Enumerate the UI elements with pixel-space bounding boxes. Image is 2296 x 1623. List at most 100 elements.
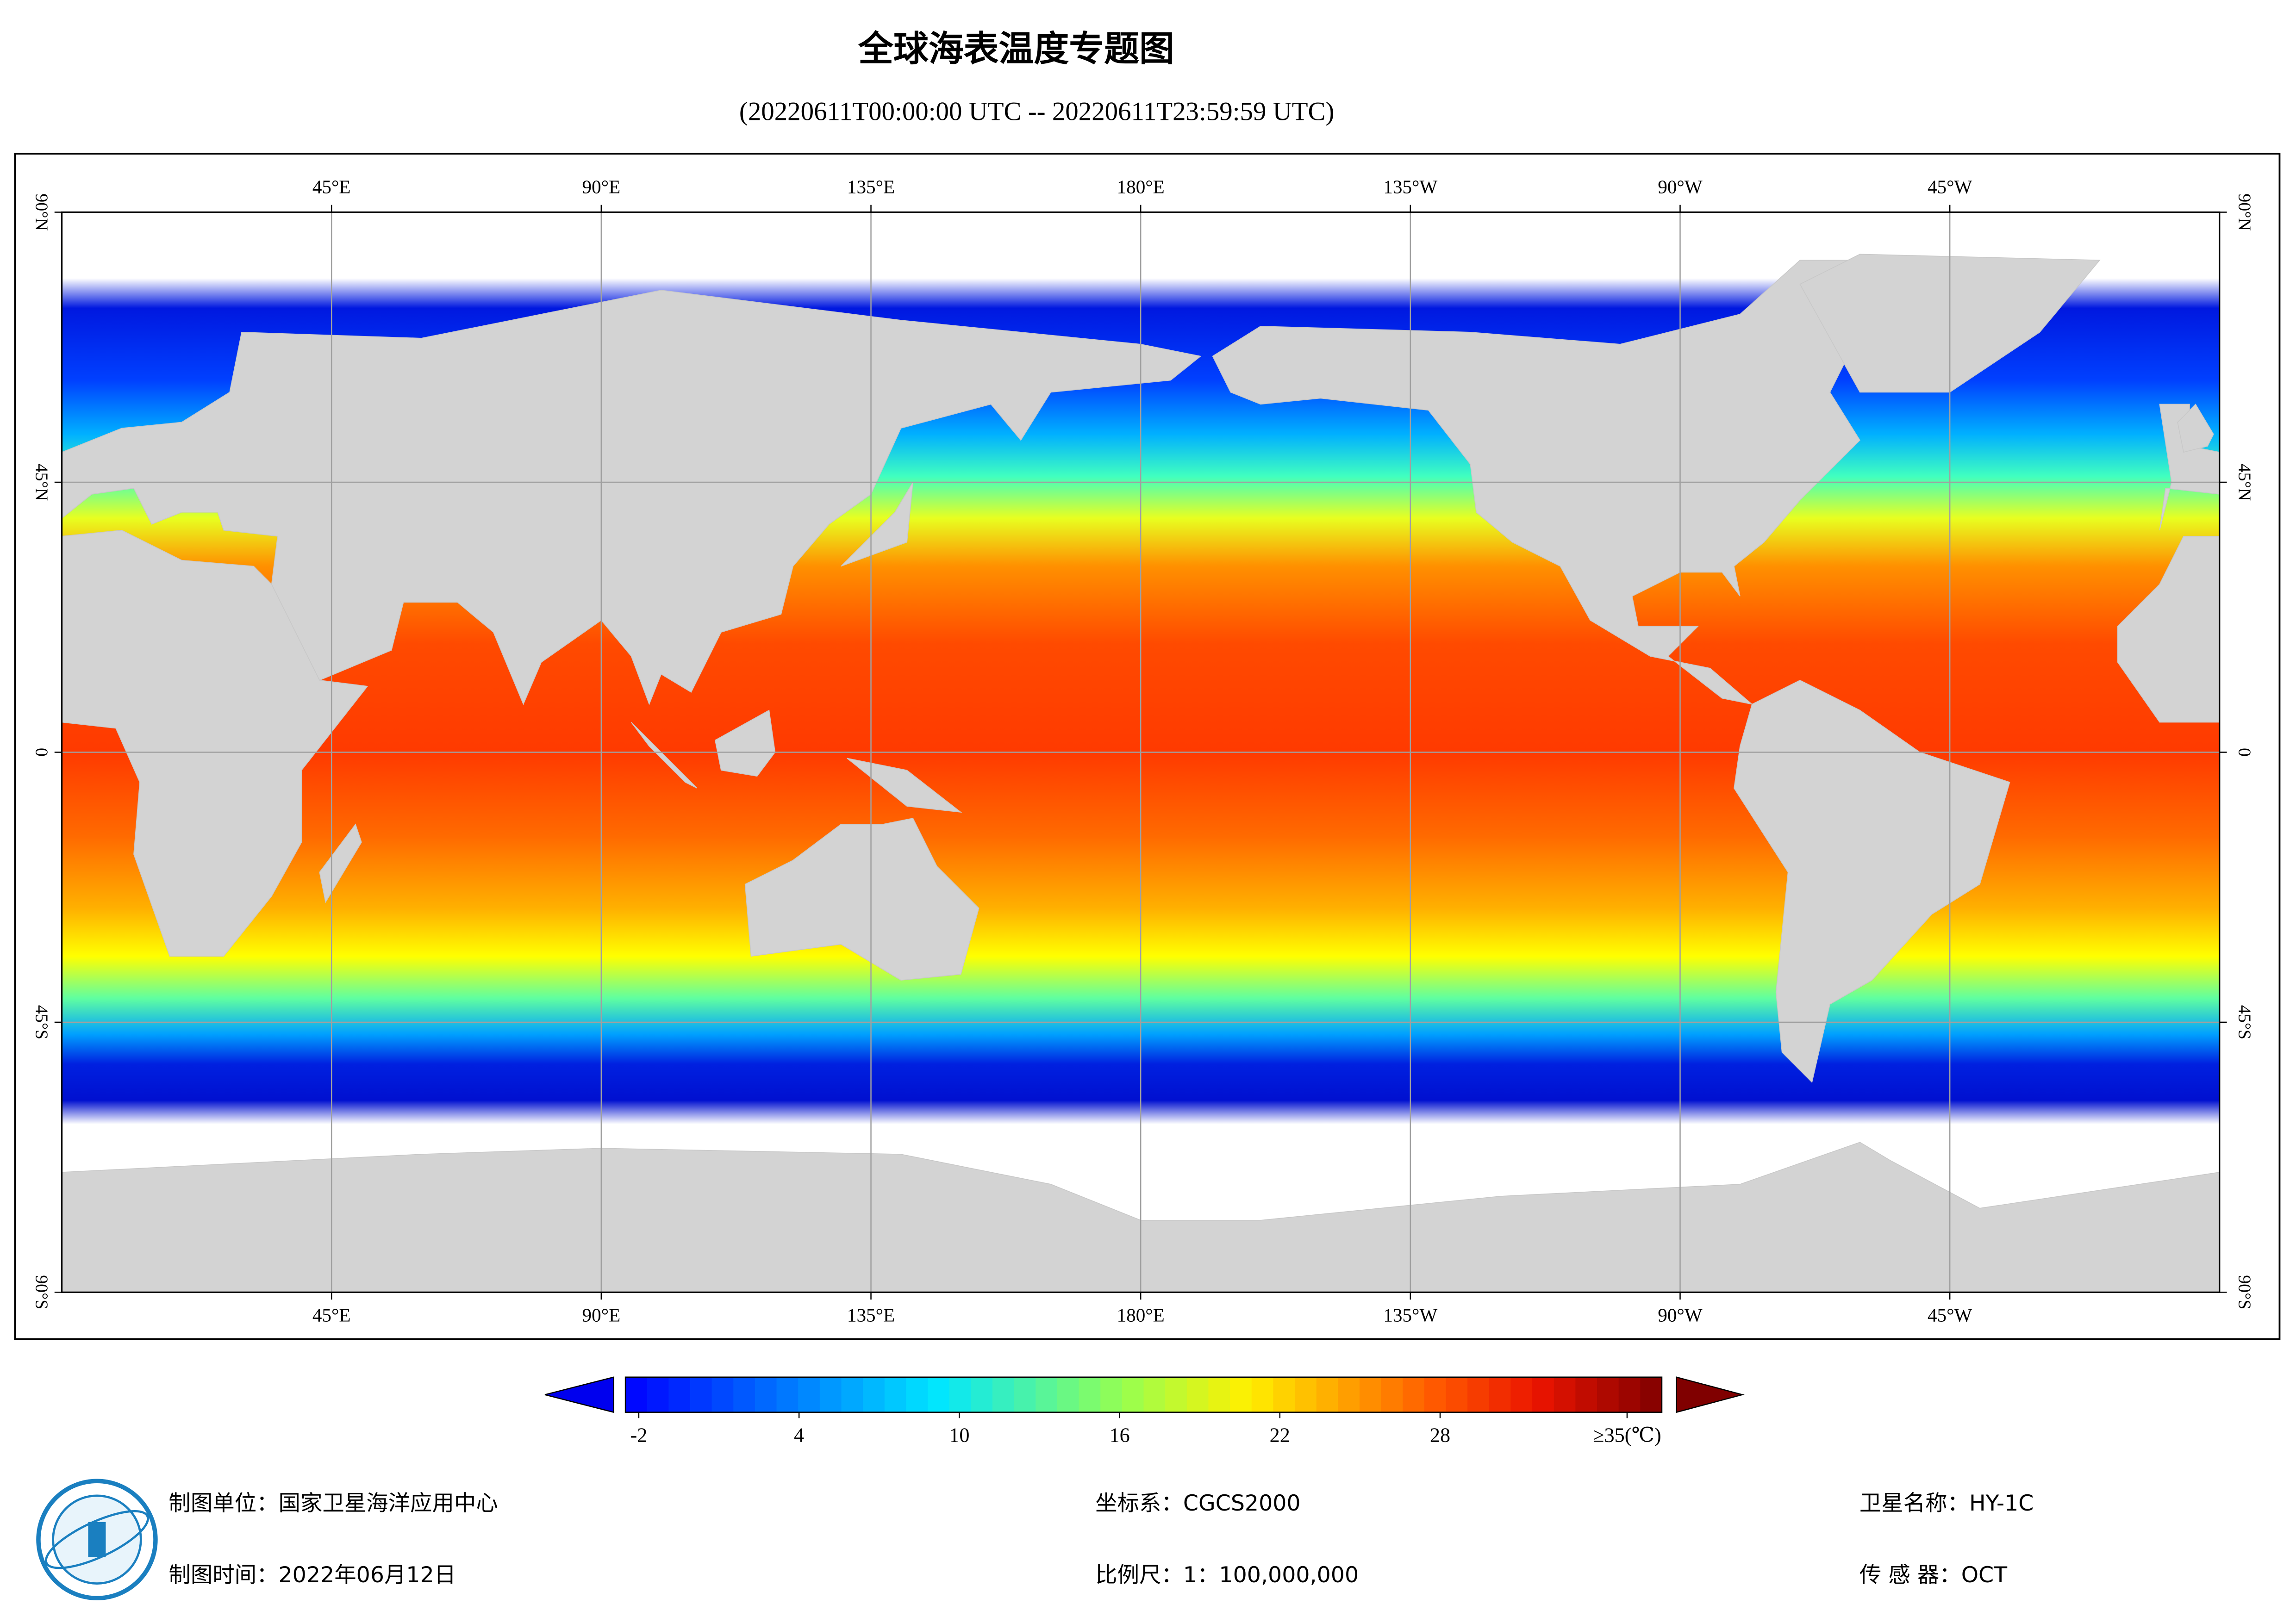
y-tick-label: 45°N bbox=[31, 464, 51, 501]
land bbox=[744, 818, 980, 981]
y-tick-label: 45°N bbox=[2235, 464, 2254, 501]
colorbar-segment bbox=[1100, 1377, 1123, 1412]
colorbar-segment bbox=[1165, 1377, 1187, 1412]
colorbar-segment bbox=[733, 1377, 755, 1412]
logo bbox=[36, 1479, 158, 1600]
colorbar-tick-label: 28 bbox=[1430, 1424, 1450, 1447]
land bbox=[62, 290, 1202, 705]
colorbar-segment bbox=[1618, 1377, 1641, 1412]
footer-time: 制图时间：2022年06月12日 bbox=[168, 1562, 456, 1588]
map-frame bbox=[14, 153, 2281, 1340]
land bbox=[62, 529, 368, 957]
colorbar: -2 4 10 16 22 28 ≥35(℃) bbox=[544, 1376, 1745, 1447]
colorbar-segment bbox=[1597, 1377, 1619, 1412]
colorbar-segment bbox=[1403, 1377, 1425, 1412]
colorbar-segment bbox=[971, 1377, 993, 1412]
colorbar-segment bbox=[906, 1377, 929, 1412]
x-tick-label: 90°E bbox=[582, 176, 621, 197]
x-tick-label: 90°W bbox=[1658, 176, 1703, 197]
colorbar-segment bbox=[1554, 1377, 1576, 1412]
footer-scale: 比例尺：1：100,000,000 bbox=[1095, 1562, 1359, 1588]
x-tick-label: 90°E bbox=[582, 1305, 621, 1326]
x-tick-label: 135°W bbox=[1383, 176, 1437, 197]
y-tick-label: 90°N bbox=[2235, 193, 2254, 231]
colorbar-segment bbox=[755, 1377, 777, 1412]
y-tick-label: 90°S bbox=[31, 1275, 51, 1309]
colorbar-segment bbox=[1014, 1377, 1036, 1412]
land bbox=[1734, 679, 2010, 1083]
land bbox=[2177, 404, 2214, 453]
colorbar-segment bbox=[819, 1377, 842, 1412]
y-tick-label: 0 bbox=[31, 748, 51, 757]
colorbar-segment bbox=[1510, 1377, 1533, 1412]
land bbox=[847, 758, 962, 813]
x-tick-label: 45°W bbox=[1928, 176, 1972, 197]
x-tick-label: 180°E bbox=[1117, 1305, 1165, 1326]
land bbox=[319, 823, 362, 903]
x-tick-label: 135°E bbox=[847, 176, 895, 197]
colorbar-segment bbox=[928, 1377, 950, 1412]
land bbox=[630, 722, 698, 789]
land bbox=[714, 709, 776, 777]
colorbar-segment bbox=[1036, 1377, 1058, 1412]
colorbar-segment bbox=[1489, 1377, 1511, 1412]
colorbar-segment bbox=[1057, 1377, 1079, 1412]
footer-crs: 坐标系：CGCS2000 bbox=[1095, 1491, 1300, 1516]
y-tick-label: 45°S bbox=[2235, 1005, 2254, 1039]
colorbar-segment bbox=[1424, 1377, 1447, 1412]
colorbar-segment bbox=[1446, 1377, 1468, 1412]
colorbar-segment bbox=[1467, 1377, 1490, 1412]
colorbar-segment bbox=[949, 1377, 972, 1412]
footer-satellite: 卫星名称：HY-1C bbox=[1859, 1491, 2034, 1516]
colorbar-segment bbox=[1143, 1377, 1166, 1412]
axes: 45°E 45°E 90°E 90°E 135°E 135°E 180°E 180°E 135°… bbox=[31, 176, 2254, 1325]
colorbar-segment bbox=[776, 1377, 799, 1412]
title: 全球海表温度专题图 bbox=[858, 29, 1174, 69]
colorbar-segment bbox=[647, 1377, 669, 1412]
colorbar-segment bbox=[1251, 1377, 1274, 1412]
colorbar-segment bbox=[1208, 1377, 1231, 1412]
colorbar-segment bbox=[1186, 1377, 1209, 1412]
x-tick-label: 45°E bbox=[312, 176, 351, 197]
y-tick-label: 90°N bbox=[31, 193, 51, 231]
x-tick-label: 45°E bbox=[312, 1305, 351, 1326]
colorbar-segment bbox=[841, 1377, 864, 1412]
colorbar-segment bbox=[1640, 1377, 1662, 1412]
colorbar-segment bbox=[1316, 1377, 1339, 1412]
colorbar-segment bbox=[668, 1377, 691, 1412]
colorbar-border bbox=[624, 1376, 1663, 1413]
map bbox=[62, 212, 2220, 1293]
colorbar-segment bbox=[690, 1377, 712, 1412]
colorbar-segment bbox=[1230, 1377, 1252, 1412]
colorbar-segment bbox=[1079, 1377, 1101, 1412]
colorbar-segment bbox=[1338, 1377, 1360, 1412]
colorbar-segment bbox=[1575, 1377, 1597, 1412]
colorbar-segment bbox=[798, 1377, 820, 1412]
colorbar-tick-label: 10 bbox=[949, 1424, 969, 1447]
colorbar-segment bbox=[863, 1377, 885, 1412]
colorbar-tick-label: ≥35(℃) bbox=[1593, 1424, 1661, 1447]
colorbar-tick-label: 22 bbox=[1270, 1424, 1290, 1447]
colorbar-extend-high bbox=[1676, 1376, 1745, 1413]
colorbar-segment bbox=[1122, 1377, 1144, 1412]
colorbar-tick-label: -2 bbox=[630, 1424, 647, 1447]
colorbar-extend-low bbox=[544, 1376, 615, 1413]
x-tick-label: 180°E bbox=[1117, 176, 1165, 197]
colorbar-segment bbox=[1295, 1377, 1317, 1412]
x-tick-label: 45°W bbox=[1928, 1305, 1972, 1326]
x-tick-label: 135°W bbox=[1383, 1305, 1437, 1326]
colorbar-tick-label: 16 bbox=[1109, 1424, 1129, 1447]
footer-sensor: 传 感 器：OCT bbox=[1859, 1562, 2008, 1588]
y-tick-label: 90°S bbox=[2235, 1275, 2254, 1309]
colorbar-segment bbox=[625, 1377, 648, 1412]
colorbar-segment bbox=[1359, 1377, 1382, 1412]
x-tick-label: 90°W bbox=[1658, 1305, 1703, 1326]
colorbar-segment bbox=[711, 1377, 734, 1412]
colorbar-segment bbox=[884, 1377, 907, 1412]
colorbar-tick-label: 4 bbox=[794, 1424, 804, 1447]
footer-unit: 制图单位：国家卫星海洋应用中心 bbox=[168, 1491, 498, 1516]
colorbar-segment bbox=[992, 1377, 1015, 1412]
y-tick-label: 0 bbox=[2235, 748, 2254, 757]
y-tick-label: 45°S bbox=[31, 1005, 51, 1039]
